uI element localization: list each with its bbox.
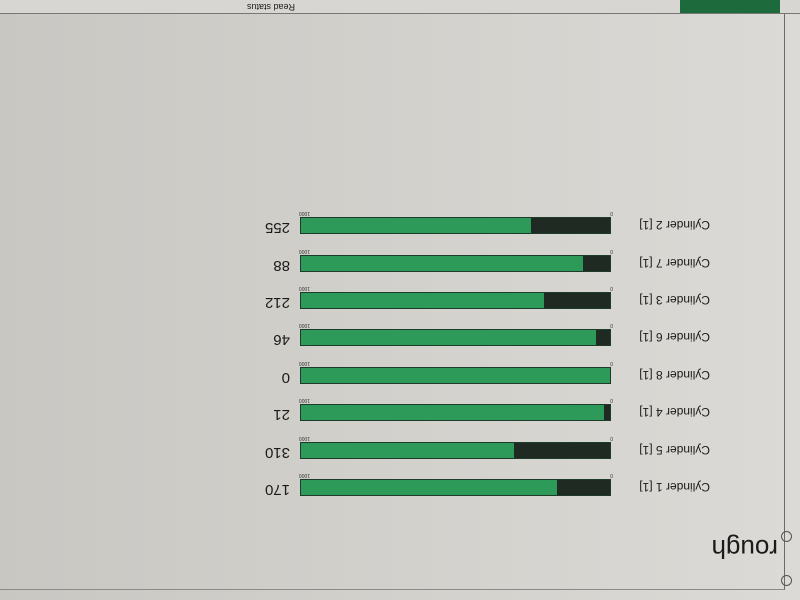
cylinder-row: Cylinder 3 [1] 0 1000 212 xyxy=(0,276,800,313)
cylinder-value: 310 xyxy=(264,443,290,461)
read-status-button[interactable]: Read status xyxy=(246,2,295,12)
cylinder-bar xyxy=(300,254,611,272)
cylinder-bar xyxy=(300,329,611,347)
cylinder-label: Cylinder 4 [1] xyxy=(639,405,710,420)
cylinder-row: Cylinder 5 [1] 0 1000 310 xyxy=(0,426,800,463)
cylinder-value: 0 xyxy=(281,368,290,386)
cylinder-value: 21 xyxy=(273,406,290,424)
cylinder-bar xyxy=(300,441,611,459)
corner-circle-icon xyxy=(781,575,792,586)
cylinder-value: 88 xyxy=(273,256,290,274)
cylinder-label: Cylinder 3 [1] xyxy=(639,293,710,307)
cylinder-row: Cylinder 6 [1] 0 1000 46 xyxy=(0,313,800,350)
cylinder-bar-fill xyxy=(544,293,610,308)
scale-min-label: 0 xyxy=(610,322,613,329)
scale-min-label: 0 xyxy=(610,247,613,254)
cylinder-label: Cylinder 7 [1] xyxy=(639,255,710,270)
cylinder-bar-fill xyxy=(514,442,610,458)
scale-max-label: 1000 xyxy=(298,322,310,329)
corner-circle-icon xyxy=(781,531,792,542)
cylinder-bar xyxy=(300,366,611,384)
scale-max-label: 1000 xyxy=(298,285,310,291)
cylinder-row: Cylinder 4 [1] 0 1000 21 xyxy=(0,388,800,425)
scale-max-label: 1000 xyxy=(298,397,310,404)
status-action-button[interactable] xyxy=(680,0,780,13)
scale-min-label: 0 xyxy=(610,397,613,404)
cylinder-bar xyxy=(300,479,611,496)
scale-max-label: 1000 xyxy=(298,210,310,217)
scale-min-label: 0 xyxy=(610,359,613,366)
cylinder-label: Cylinder 8 [1] xyxy=(639,367,710,382)
page-title: rough xyxy=(711,534,779,564)
status-bar: Read status xyxy=(0,0,800,14)
cylinder-value: 170 xyxy=(264,481,290,498)
scale-max-label: 1000 xyxy=(298,247,310,254)
cylinder-label: Cylinder 1 [1] xyxy=(639,480,710,494)
scale-min-label: 0 xyxy=(610,472,613,478)
cylinder-value: 46 xyxy=(273,331,290,349)
cylinder-bar-fill xyxy=(531,218,610,234)
cylinder-row: Cylinder 2 [1] 0 1000 255 xyxy=(0,201,800,238)
cylinder-row: Cylinder 7 [1] 0 1000 88 xyxy=(0,239,800,276)
cylinder-value: 255 xyxy=(264,219,290,237)
cylinder-bar xyxy=(300,292,611,309)
cylinder-bar xyxy=(300,404,611,422)
cylinder-value: 212 xyxy=(264,294,290,311)
scale-min-label: 0 xyxy=(610,285,613,291)
scale-max-label: 1000 xyxy=(298,359,310,366)
cylinder-bar-fill xyxy=(582,255,610,271)
scale-min-label: 0 xyxy=(610,434,613,441)
cylinder-bar xyxy=(300,217,611,235)
cylinder-label: Cylinder 6 [1] xyxy=(639,330,710,345)
cylinder-bar-fill xyxy=(595,330,610,346)
cylinder-bar-fill xyxy=(603,405,610,421)
cylinder-row: Cylinder 1 [1] 0 1000 170 xyxy=(0,463,800,500)
cylinder-label: Cylinder 2 [1] xyxy=(639,218,710,233)
cylinder-label: Cylinder 5 [1] xyxy=(639,442,710,457)
scale-min-label: 0 xyxy=(610,210,613,217)
cylinder-row: Cylinder 8 [1] 0 1000 0 xyxy=(0,351,800,388)
cylinder-bar-fill xyxy=(557,480,610,495)
scale-max-label: 1000 xyxy=(298,434,310,441)
scale-max-label: 1000 xyxy=(298,472,310,478)
